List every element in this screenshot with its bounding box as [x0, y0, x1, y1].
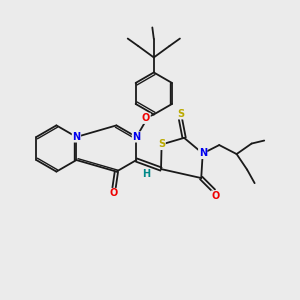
Text: S: S	[177, 109, 184, 119]
Text: O: O	[142, 113, 150, 123]
Text: H: H	[142, 169, 150, 178]
Text: N: N	[72, 132, 80, 142]
Text: O: O	[110, 188, 118, 199]
Text: N: N	[132, 132, 140, 142]
Text: N: N	[199, 148, 207, 158]
Text: O: O	[211, 191, 219, 201]
Text: S: S	[158, 140, 165, 149]
